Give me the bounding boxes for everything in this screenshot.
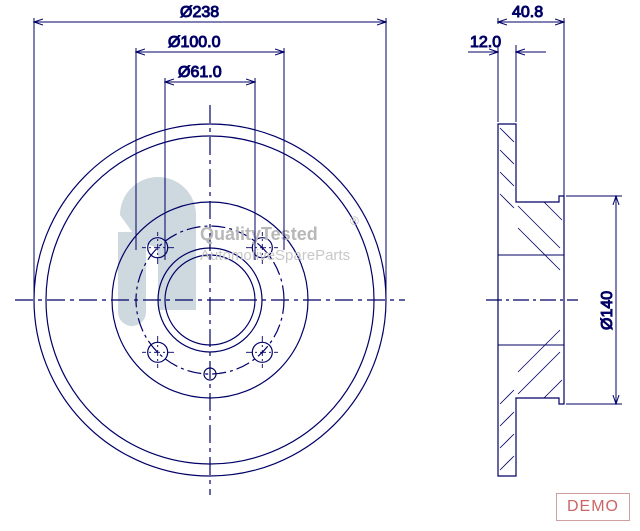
watermark-main-q: QualityTested: [200, 224, 318, 244]
front-view: [15, 105, 405, 495]
demo-badge: DEMO: [556, 493, 630, 521]
watermark-logo: [118, 177, 196, 326]
registered-mark: ®: [350, 214, 359, 228]
dim-h140-label: Ø140: [599, 291, 616, 330]
demo-label: DEMO: [567, 498, 619, 515]
dim-d61-label: Ø61.0: [178, 64, 222, 81]
dim-d100-label: Ø100.0: [168, 34, 221, 51]
dimension-o40: 40.8: [498, 4, 564, 200]
dimension-t12: 12.0: [468, 34, 546, 122]
dim-o40-label: 40.8: [512, 4, 543, 21]
technical-drawing: QualityTested AutomotiveSpareParts ®: [0, 0, 640, 531]
watermark-sub: AutomotiveSpareParts: [200, 247, 350, 264]
svg-text:QualityTested: QualityTested: [200, 224, 318, 244]
watermark-text: QualityTested AutomotiveSpareParts ®: [200, 214, 359, 264]
dim-t12-label: 12.0: [470, 34, 501, 51]
dim-d238-label: Ø238: [180, 4, 219, 21]
